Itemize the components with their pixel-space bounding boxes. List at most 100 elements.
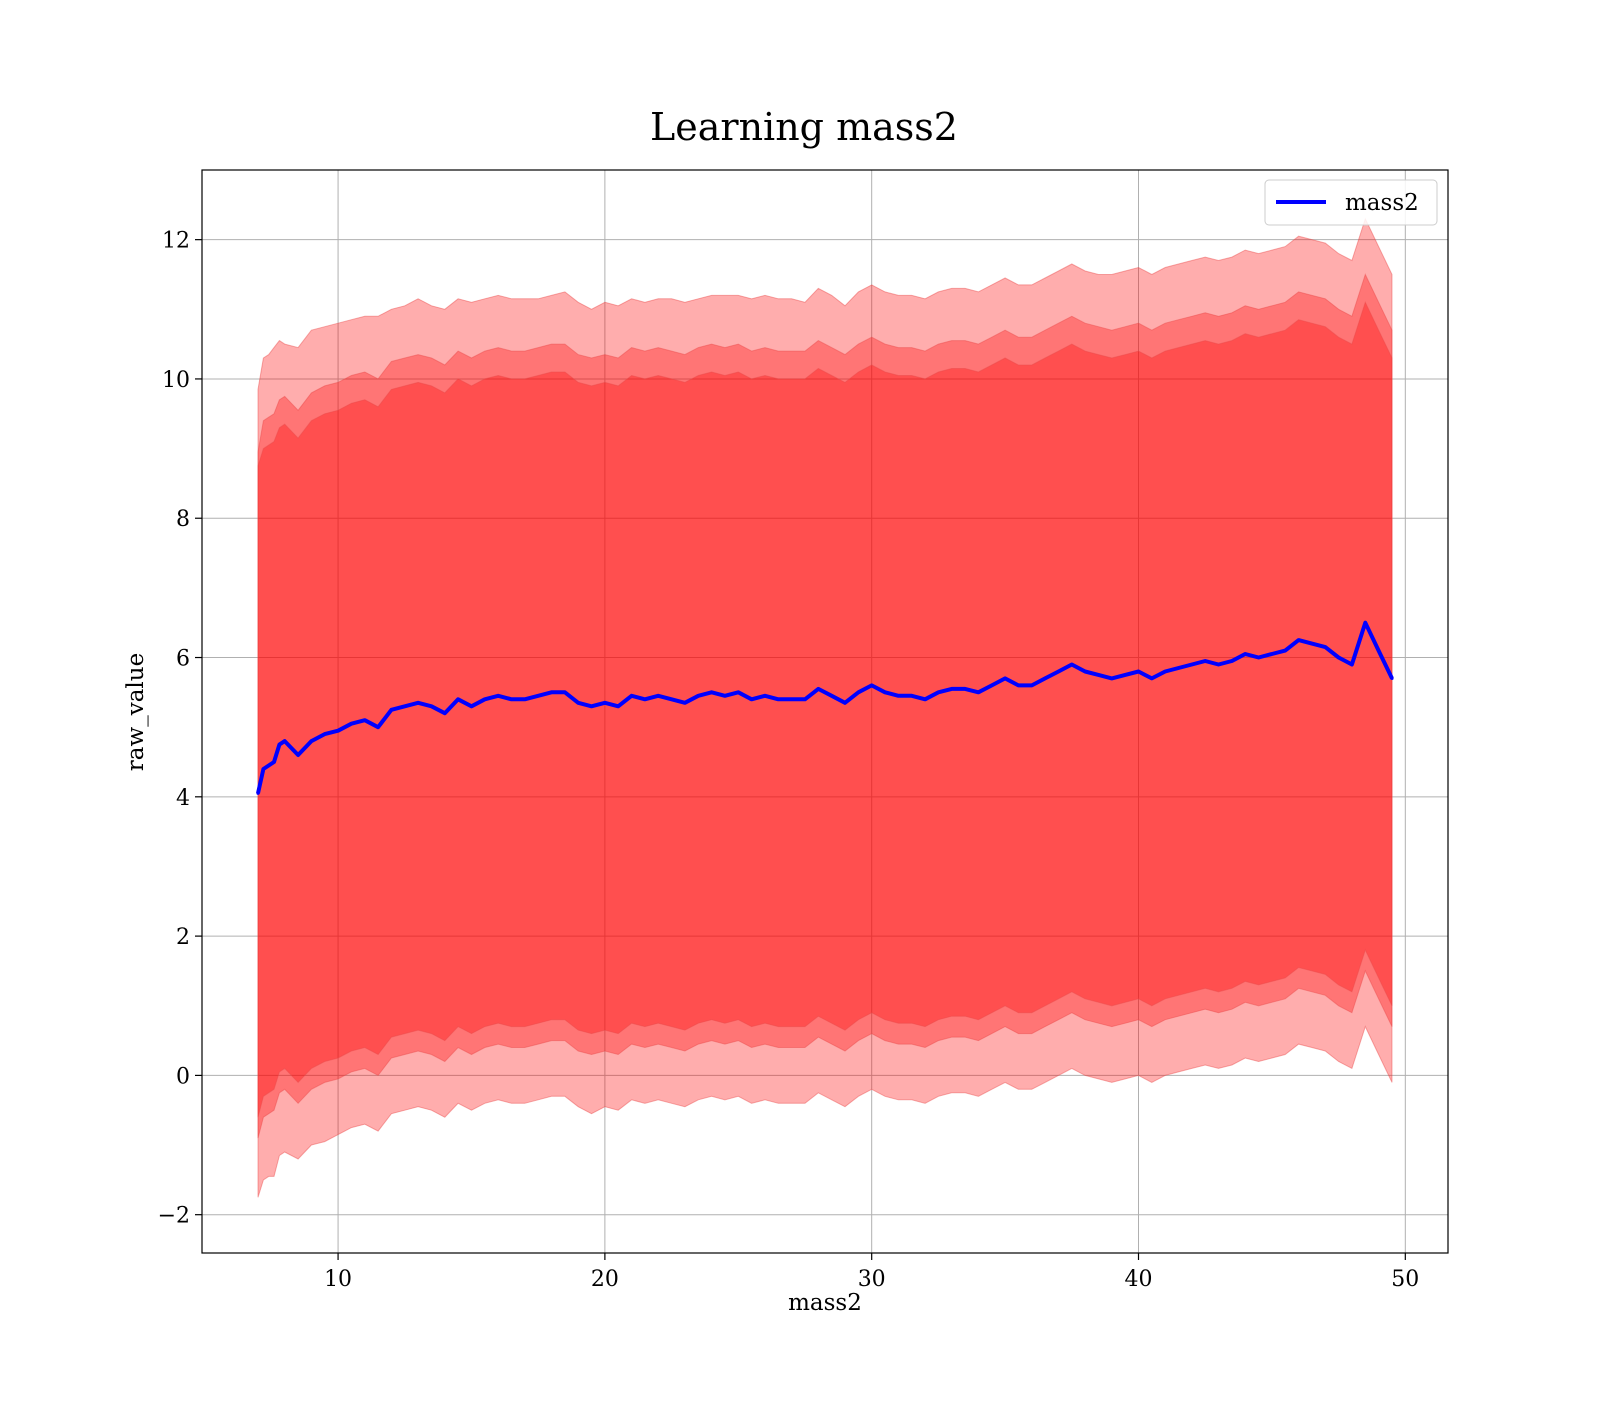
data-point — [416, 701, 420, 705]
data-point — [1390, 676, 1394, 681]
data-point — [750, 697, 754, 701]
data-point — [1070, 662, 1074, 667]
data-point — [536, 694, 540, 698]
data-point — [830, 694, 834, 698]
data-point — [1363, 621, 1367, 625]
data-point — [272, 760, 276, 764]
data-point — [856, 690, 861, 694]
x-tick-label: 50 — [1391, 1267, 1419, 1292]
data-point — [1243, 652, 1247, 656]
data-point — [1056, 669, 1061, 674]
data-point — [1110, 676, 1114, 681]
data-point — [261, 767, 265, 771]
data-point — [1337, 655, 1341, 660]
data-point — [803, 697, 807, 701]
data-point — [630, 694, 634, 698]
data-point — [1163, 669, 1167, 674]
data-point — [1257, 655, 1261, 660]
data-point — [1016, 683, 1021, 688]
data-point — [1203, 659, 1207, 663]
data-point — [589, 704, 594, 708]
data-point — [1003, 676, 1007, 681]
data-point — [896, 694, 901, 698]
data-point — [549, 690, 554, 694]
data-point — [469, 704, 474, 708]
data-point — [603, 701, 607, 705]
data-point — [883, 690, 887, 694]
data-point — [776, 697, 780, 701]
data-point — [1270, 652, 1274, 656]
data-point — [403, 704, 407, 708]
data-point — [1350, 662, 1354, 667]
data-point — [950, 687, 954, 691]
data-point — [1310, 642, 1314, 646]
data-point — [1176, 666, 1181, 670]
data-point — [456, 697, 460, 701]
y-tick-label: 4 — [176, 786, 190, 811]
data-point — [990, 683, 994, 688]
data-point — [976, 690, 981, 694]
data-point — [267, 763, 271, 768]
data-point — [963, 687, 967, 691]
data-point — [429, 704, 434, 708]
data-point — [509, 697, 514, 701]
data-point — [1216, 662, 1221, 667]
data-point — [1323, 645, 1327, 649]
data-point — [736, 690, 740, 694]
chart-title: Learning mass2 — [650, 105, 958, 149]
data-point — [283, 739, 287, 743]
x-tick-label: 40 — [1125, 1267, 1153, 1292]
data-point — [483, 697, 487, 701]
data-point — [336, 729, 340, 733]
data-point — [923, 697, 927, 701]
data-point — [1096, 673, 1101, 677]
data-point — [1043, 676, 1047, 681]
data-point — [1123, 673, 1127, 677]
plot-area-frame — [201, 169, 1449, 1254]
data-point — [563, 690, 567, 694]
data-point — [1136, 669, 1141, 674]
legend-box — [1264, 179, 1438, 226]
legend: mass2 — [1264, 179, 1438, 226]
data-point — [843, 701, 847, 705]
y-axis-label: raw_value — [123, 653, 149, 771]
band-2sd — [257, 273, 1393, 1139]
data-point — [277, 743, 281, 747]
data-point — [763, 694, 767, 698]
y-tick-label: 12 — [162, 229, 190, 254]
data-point — [323, 732, 327, 736]
band-3sd — [257, 217, 1393, 1198]
y-tick-label: −2 — [158, 1204, 190, 1229]
data-point — [1083, 669, 1087, 674]
data-point — [309, 739, 313, 743]
data-point — [1283, 649, 1287, 653]
x-axis-ticks: 10 20 30 40 50 — [324, 1253, 1419, 1292]
data-point — [256, 791, 260, 795]
data-point — [576, 701, 580, 705]
data-point — [723, 694, 727, 698]
data-point — [1150, 676, 1154, 681]
y-tick-label: 8 — [176, 507, 190, 532]
y-tick-label: 10 — [162, 368, 190, 393]
data-point — [710, 690, 714, 694]
data-point — [1190, 662, 1194, 667]
data-point — [496, 694, 500, 698]
x-axis-label: mass2 — [788, 1290, 862, 1316]
data-point — [1377, 649, 1381, 653]
data-point — [656, 694, 660, 698]
data-point — [790, 697, 794, 701]
data-point — [296, 753, 300, 757]
y-tick-label: 6 — [176, 647, 190, 672]
y-tick-label: 0 — [176, 1064, 190, 1089]
data-point — [816, 687, 820, 691]
series-lines — [256, 620, 1394, 795]
data-point — [523, 697, 527, 701]
data-point — [936, 690, 941, 694]
x-tick-label: 20 — [591, 1267, 619, 1292]
data-point — [870, 683, 874, 688]
data-point — [670, 697, 674, 701]
data-point — [616, 704, 620, 708]
y-tick-label: 2 — [176, 925, 190, 950]
